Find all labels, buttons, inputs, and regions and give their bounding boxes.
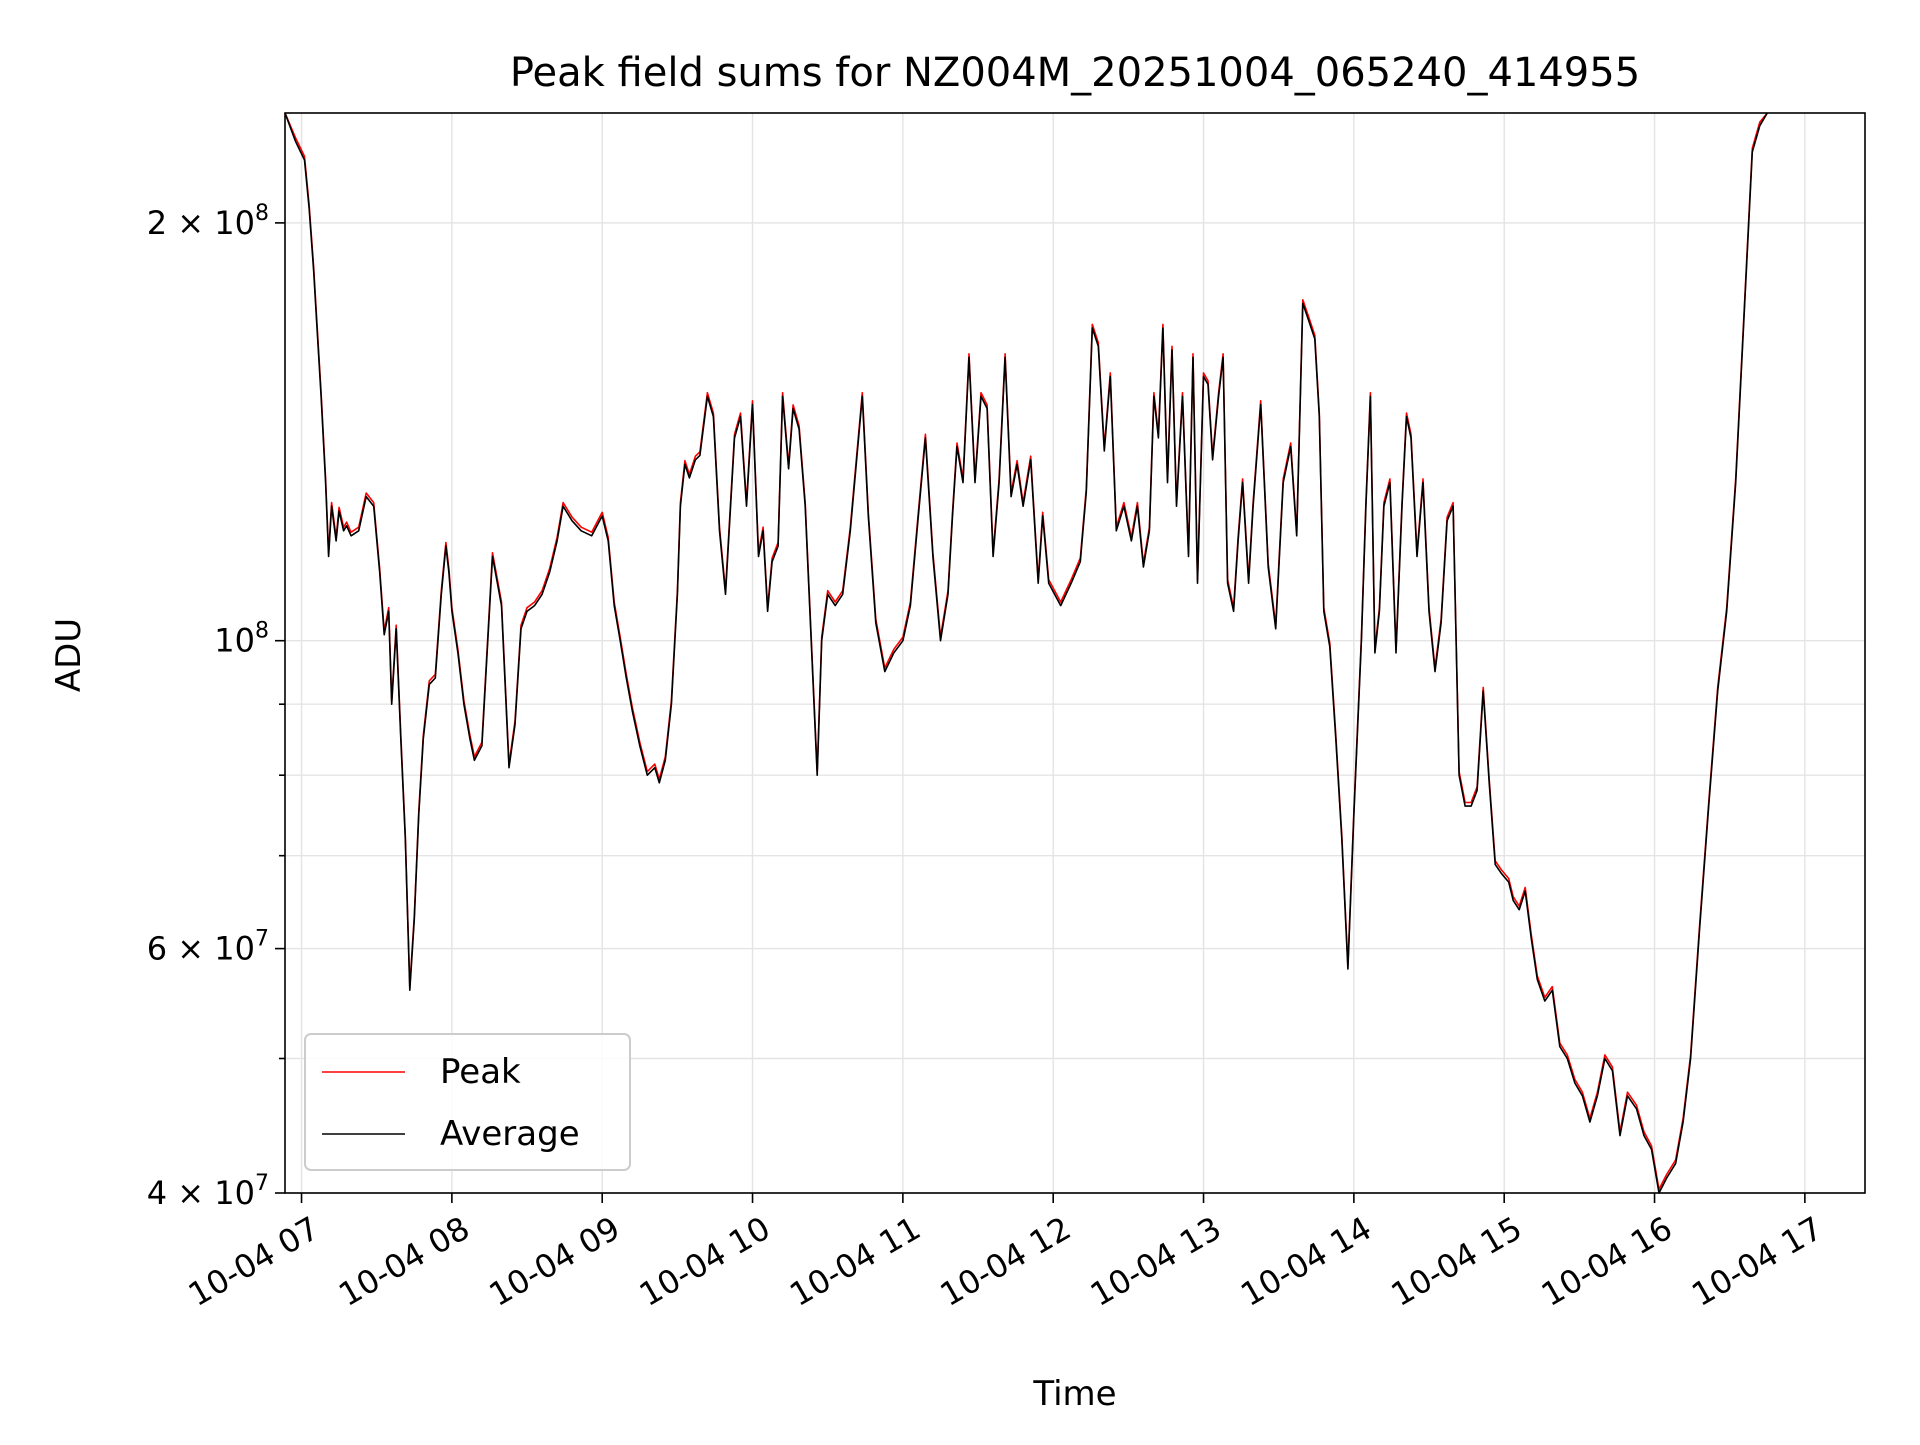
legend-box — [304, 1033, 631, 1171]
legend-label-peak: Peak — [440, 1052, 521, 1092]
y-tick-label: 108 — [214, 619, 269, 660]
y-tick-label: 2 × 108 — [147, 201, 269, 242]
x-axis-label: Time — [1032, 1374, 1116, 1414]
y-axis-label: ADU — [49, 618, 89, 692]
y-tick-label: 6 × 107 — [147, 927, 269, 968]
chart-title: Peak field sums for NZ004M_20251004_0652… — [510, 50, 1640, 96]
y-tick-label: 4 × 107 — [147, 1171, 269, 1212]
legend-label-average: Average — [440, 1114, 580, 1154]
series-line-average — [284, 112, 1768, 1194]
grid-layer — [285, 113, 1865, 1194]
plot-frame — [284, 112, 1866, 1194]
legend: Peak Average — [304, 1033, 631, 1171]
series-layer — [284, 112, 1768, 1194]
